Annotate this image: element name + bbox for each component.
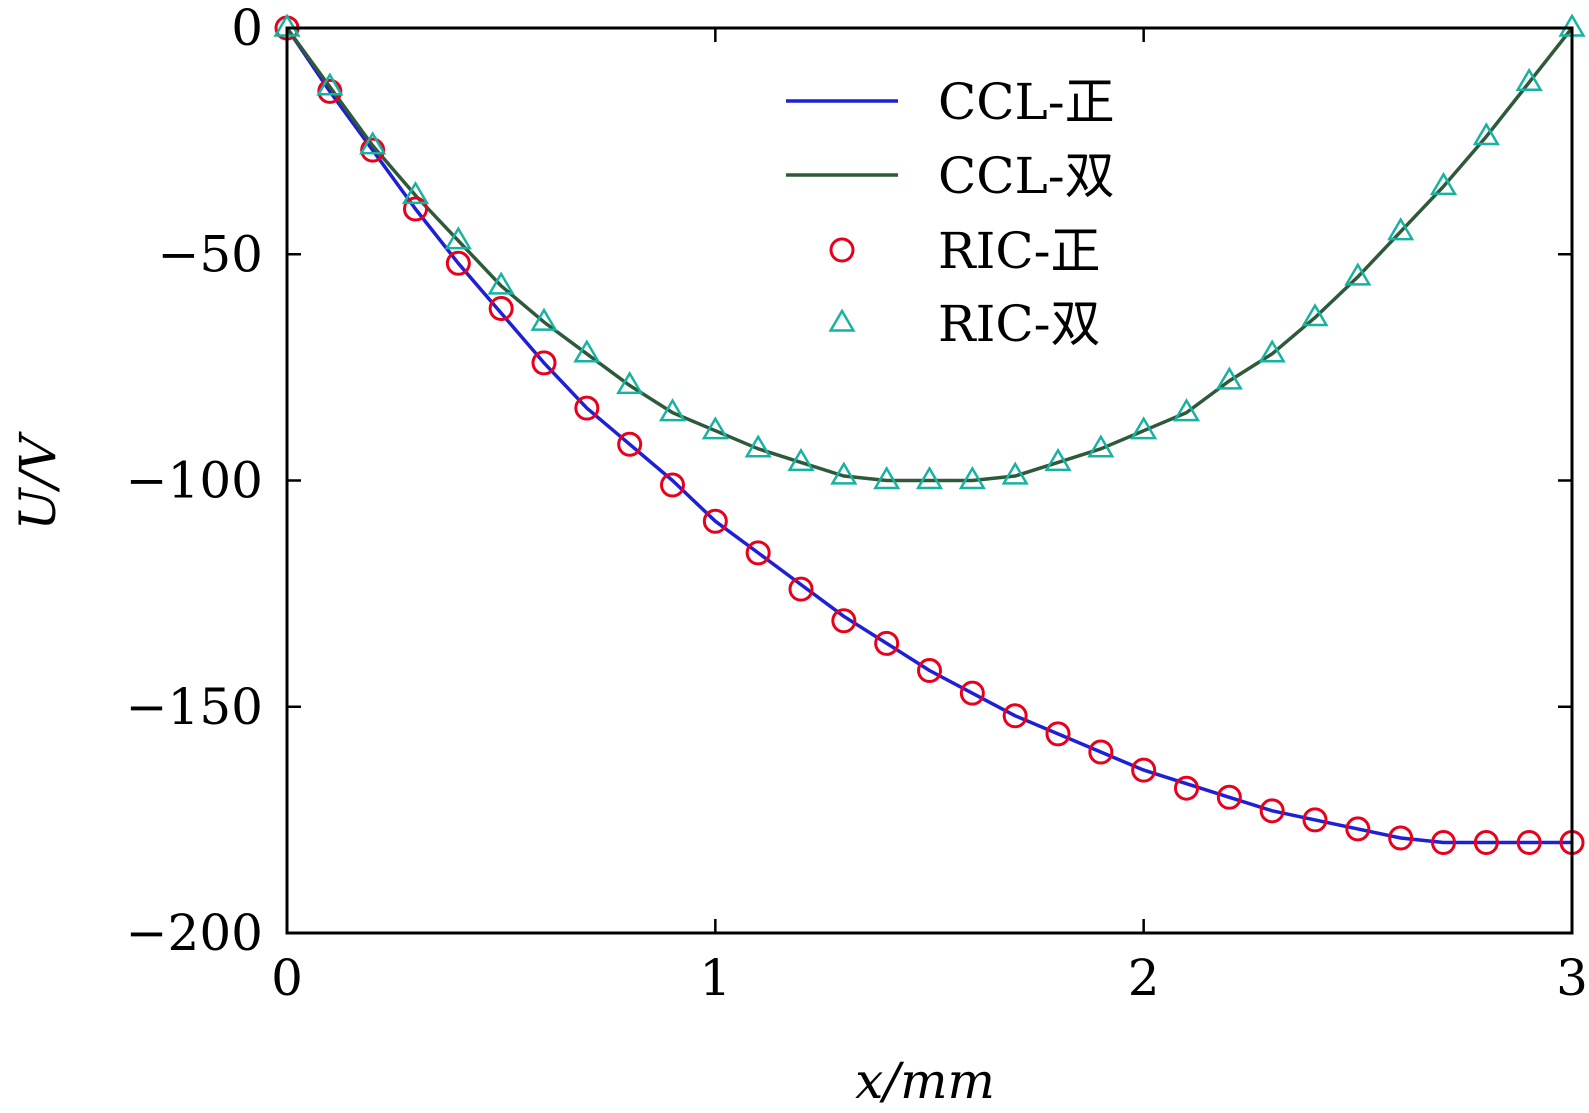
ric-shuang-point	[1387, 217, 1415, 241]
ric-zheng-point	[1088, 739, 1114, 765]
ric-shuang-point	[915, 466, 944, 490]
ric-shuang-point	[701, 416, 729, 440]
ric-zheng-point	[874, 630, 900, 656]
ric-zheng-point	[1259, 798, 1285, 824]
ric-zheng-point	[445, 250, 471, 276]
ric-zheng-point	[1473, 830, 1499, 855]
y-tick-label: −50	[157, 225, 263, 283]
legend-swatch-triangle	[828, 308, 856, 332]
legend: CCL-正 CCL-双 RIC-正 RIC-双	[786, 73, 1115, 353]
ric-shuang-point	[530, 307, 558, 331]
y-tick-label: 0	[231, 0, 263, 57]
ric-shuang-point	[444, 226, 472, 250]
ric-shuang-point	[1130, 416, 1158, 440]
ric-shuang-point	[1301, 303, 1329, 327]
ric-zheng-point	[745, 540, 771, 566]
series-line-ccl-shuang	[285, 26, 1574, 483]
y-tick-label: −200	[126, 904, 263, 962]
y-tick-label: −100	[126, 452, 263, 510]
ric-zheng-point	[1345, 816, 1371, 842]
ric-shuang-point	[573, 339, 601, 363]
ric-shuang-point	[658, 398, 687, 422]
ric-zheng-point	[1388, 825, 1414, 851]
ric-shuang-point	[787, 447, 815, 472]
ric-shuang-point	[1472, 122, 1500, 146]
ric-zheng-point	[660, 472, 685, 498]
ric-zheng-point	[531, 350, 557, 376]
x-axis: 0 1 2 3	[271, 28, 1588, 1007]
ric-shuang-point	[873, 466, 901, 490]
series-layer	[273, 13, 1586, 855]
ric-zheng-point	[1045, 721, 1071, 747]
ric-zheng-point	[702, 508, 728, 534]
ric-zheng-point	[574, 395, 600, 421]
ric-zheng-point	[1002, 703, 1028, 729]
legend-label: CCL-正	[938, 73, 1115, 131]
ric-zheng-point	[1431, 830, 1456, 855]
ric-shuang-point	[830, 461, 858, 485]
ric-shuang-point	[1044, 447, 1072, 472]
y-axis: 0 −50 −100 −150 −200	[126, 0, 1572, 962]
ric-zheng-point	[831, 608, 857, 634]
ric-zheng-point	[403, 196, 428, 222]
ric-zheng-point	[1131, 757, 1157, 783]
ric-shuang-point	[1258, 339, 1286, 363]
ric-zheng-point	[1516, 830, 1542, 855]
legend-label: RIC-正	[938, 222, 1101, 280]
ric-shuang-point	[1515, 67, 1543, 91]
ric-shuang-point	[744, 434, 772, 458]
ric-shuang-point	[316, 72, 344, 96]
ric-shuang-point	[359, 131, 387, 155]
ric-zheng-point	[1174, 775, 1199, 801]
ric-zheng-point	[1216, 784, 1242, 810]
ric-zheng-point	[1302, 807, 1328, 833]
ric-shuang-point	[1001, 461, 1029, 485]
x-axis-label: x/mm	[855, 1052, 995, 1110]
ric-shuang-point	[958, 466, 986, 490]
ric-shuang-point	[1215, 366, 1243, 390]
ric-zheng-point	[488, 296, 514, 322]
ric-shuang-point	[616, 371, 644, 395]
x-tick-label: 2	[1128, 949, 1160, 1007]
ric-zheng-point	[788, 576, 814, 602]
ric-shuang-point	[1429, 171, 1458, 196]
legend-swatch-circle	[829, 237, 855, 263]
y-axis-label: U/V	[9, 431, 67, 531]
x-tick-label: 0	[271, 949, 303, 1007]
ric-zheng-point	[959, 680, 985, 706]
x-tick-label: 1	[699, 949, 731, 1007]
y-tick-label: −150	[126, 678, 263, 736]
ric-shuang-point	[1344, 262, 1372, 286]
legend-label: CCL-双	[938, 147, 1115, 205]
ric-shuang-point	[1172, 398, 1201, 422]
ric-zheng-point	[917, 658, 942, 684]
ric-zheng-point	[617, 431, 643, 457]
ric-shuang-point	[1087, 434, 1115, 458]
ric-shuang-point	[487, 271, 515, 295]
series-line-ccl-zheng	[285, 27, 1572, 845]
legend-label: RIC-双	[938, 295, 1101, 353]
x-tick-label: 3	[1556, 949, 1588, 1007]
ric-shuang-point	[401, 180, 430, 205]
